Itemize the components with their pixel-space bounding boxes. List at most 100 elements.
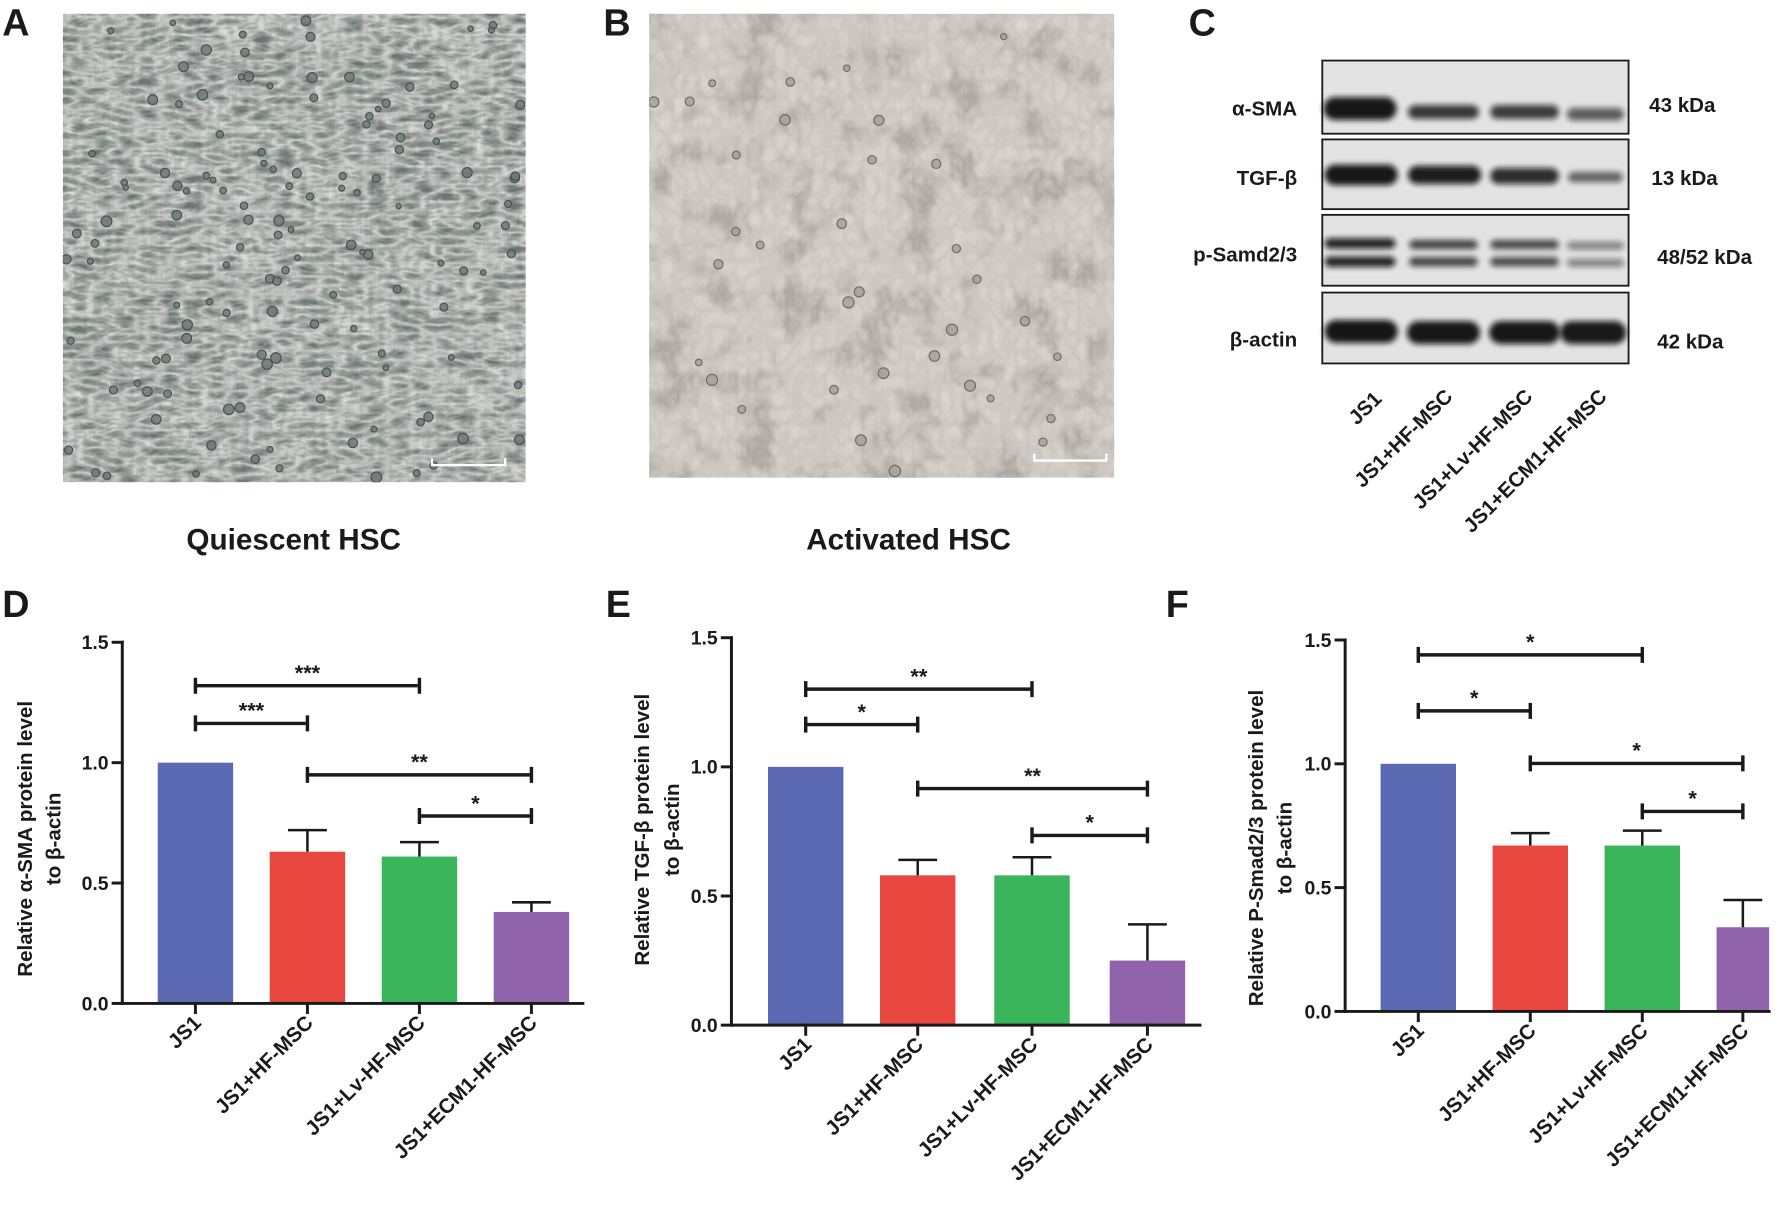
bar-js1-lv-hf-msc: [381, 856, 458, 1004]
rounded-cell: [90, 238, 100, 248]
rounded-cell: [256, 349, 267, 360]
lane-label: JS1+ECM1-HF-MSC: [1459, 385, 1612, 538]
significance-bracket: [1030, 827, 1150, 844]
rounded-cell: [457, 432, 469, 445]
rounded-cell: [209, 176, 217, 184]
rounded-cell: [928, 350, 941, 362]
x-tick-label-js1: JS1: [164, 1011, 206, 1053]
rounded-cell: [237, 73, 245, 81]
micrograph-texture: [62, 13, 526, 483]
lane-label: JS1: [1344, 387, 1386, 429]
rounded-cell: [200, 44, 212, 56]
significance-bracket: [804, 681, 1034, 698]
rounded-cell: [371, 173, 381, 183]
rounded-cell: [338, 171, 347, 181]
rounded-cell: [171, 209, 183, 221]
blot-band: [1409, 240, 1478, 250]
rounded-cell: [377, 349, 386, 358]
rounded-cell: [1019, 315, 1031, 327]
rounded-cell: [836, 218, 848, 230]
blot-label-beta-actin: β-actin: [1230, 328, 1297, 351]
blot-size-alpha-sma: 43 kDa: [1649, 94, 1716, 117]
rounded-cell: [513, 380, 523, 390]
rounded-cell: [345, 239, 357, 251]
rounded-cell: [362, 120, 371, 129]
rounded-cell: [412, 469, 421, 478]
y-tick-label: 0.5: [1304, 877, 1331, 899]
rounded-cell: [173, 301, 181, 309]
rounded-cell: [449, 80, 459, 90]
panel-b: B Activated HSC: [603, 1, 1115, 557]
rounded-cell: [416, 417, 425, 427]
rounded-cell: [222, 403, 235, 416]
rounded-cell: [382, 364, 390, 372]
rounded-cell: [737, 404, 747, 414]
rounded-cell: [1053, 352, 1062, 362]
significance-bracket: [1640, 803, 1745, 820]
caption-quiescent: Quiescent HSC: [186, 524, 401, 557]
blot-band: [1323, 97, 1397, 120]
rounded-cell: [306, 72, 318, 84]
significance-bracket: [1416, 646, 1644, 663]
x-tick-label-js1-hf-msc: JS1+HF-MSC: [211, 1011, 318, 1118]
rounded-cell: [515, 99, 526, 110]
y-axis-label: Relative P-Smad2/3 protein level: [1245, 690, 1268, 1007]
rounded-cell: [266, 445, 274, 453]
rounded-cell: [321, 367, 332, 378]
rounded-cell: [731, 226, 741, 237]
rounded-cell: [160, 353, 171, 364]
cell-dots: [649, 33, 1062, 478]
rounded-cell: [487, 26, 495, 34]
rounded-cell: [270, 352, 282, 364]
rounded-cell: [374, 105, 382, 113]
blot-band: [1566, 258, 1624, 267]
rounded-cell: [437, 259, 445, 267]
rounded-cell: [235, 243, 245, 252]
blot-label-tgf-beta: TGF-β: [1237, 167, 1298, 190]
micrograph-activated: [649, 13, 1115, 478]
rounded-cell: [261, 358, 273, 371]
rounded-cell: [347, 437, 359, 449]
micrograph-quiescent: [62, 13, 526, 483]
x-tick-label-js1: JS1: [774, 1033, 816, 1075]
bar-js1-lv-hf-msc: [1604, 845, 1680, 1012]
rounded-cell: [392, 284, 402, 294]
rounded-cell: [86, 257, 95, 265]
blot-strip-p-smad: [1321, 213, 1630, 287]
significance-label: **: [411, 749, 428, 774]
rounded-cell: [829, 384, 839, 395]
rounded-cell: [71, 228, 82, 239]
blot-band: [1406, 321, 1480, 344]
rounded-cell: [359, 248, 366, 256]
y-tick-label: 0.5: [82, 873, 109, 895]
blot-label-alpha-sma: α-SMA: [1232, 97, 1297, 120]
rounded-cell: [972, 274, 982, 284]
rounded-cell: [196, 89, 209, 101]
blot-band: [1566, 108, 1624, 121]
rounded-cell: [152, 356, 161, 365]
rounded-cell: [510, 171, 521, 182]
rounded-cell: [395, 202, 402, 210]
bar-js1-ecm1-hf-msc: [493, 911, 570, 1004]
significance-label: *: [1688, 786, 1697, 811]
blot-label-p-smad: p-Samd2/3: [1193, 244, 1297, 267]
y-tick-label: 1.0: [82, 753, 109, 775]
rounded-cell: [931, 158, 942, 170]
rounded-cell: [513, 434, 525, 446]
y-tick-label: 0.5: [691, 886, 718, 908]
rounded-cell: [649, 96, 660, 108]
rounded-cell: [344, 71, 355, 83]
significance-label: *: [1470, 685, 1479, 710]
significance-bracket: [305, 766, 534, 783]
rounded-cell: [479, 269, 487, 276]
rounded-cell: [309, 319, 320, 329]
bar-js1-hf-msc: [1492, 845, 1568, 1012]
rounded-cell: [192, 470, 200, 478]
rounded-cell: [888, 464, 902, 478]
significance-label: *: [471, 790, 480, 815]
rounded-cell: [243, 71, 255, 82]
significance-bracket: [1416, 702, 1532, 719]
rounded-cell: [266, 305, 279, 318]
